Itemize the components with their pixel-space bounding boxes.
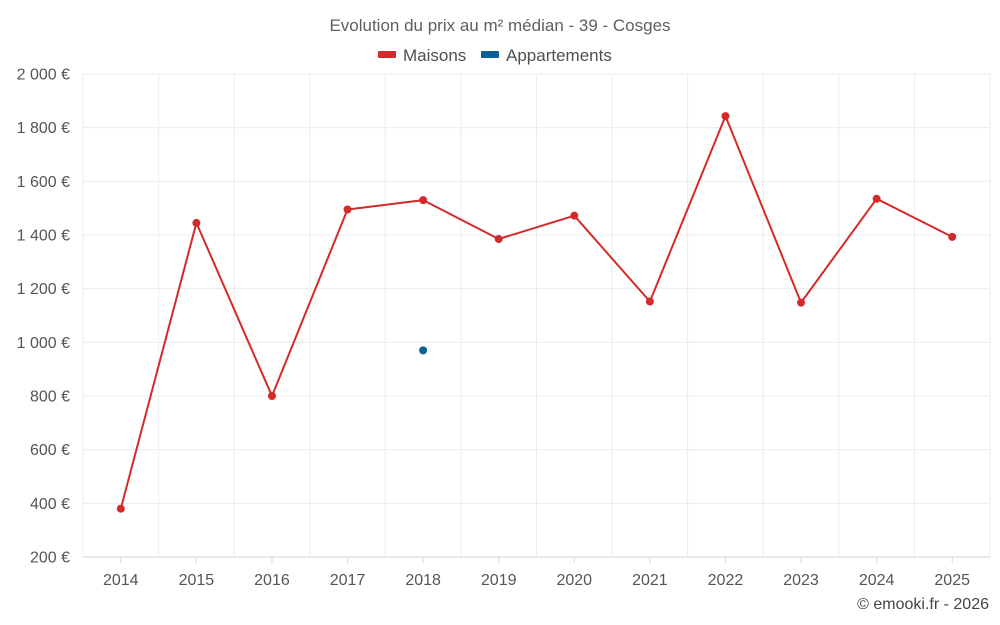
legend-label-maisons: Maisons (403, 46, 466, 65)
data-point-maisons-2021[interactable] (645, 297, 654, 306)
x-tick-label: 2015 (179, 572, 215, 589)
y-tick-label: 800 € (30, 389, 70, 406)
y-tick-label: 1 200 € (17, 281, 70, 298)
data-point-maisons-2022[interactable] (721, 112, 730, 121)
x-tick-label: 2018 (405, 572, 441, 589)
chart-title: Evolution du prix au m² médian - 39 - Co… (329, 16, 670, 35)
data-point-maisons-2016[interactable] (267, 392, 276, 400)
x-tick-label: 2020 (556, 572, 592, 589)
gridlines (82, 73, 991, 557)
credit-text: © emooki.fr - 2026 (857, 596, 989, 613)
y-tick-label: 2 000 € (17, 67, 70, 84)
data-point-maisons-2018[interactable] (419, 196, 428, 205)
data-point-maisons-2017[interactable] (343, 205, 352, 214)
x-tick-label: 2021 (632, 572, 668, 589)
legend-item-appartements[interactable]: Appartements (481, 46, 612, 65)
data-point-maisons-2014[interactable] (116, 504, 125, 513)
data-point-maisons-2019[interactable] (494, 235, 503, 244)
x-tick-label: 2025 (934, 572, 970, 589)
data-point-maisons-2025[interactable] (948, 232, 957, 241)
x-tick-label: 2014 (103, 572, 139, 589)
x-tick-label: 2017 (330, 572, 366, 589)
data-point-maisons-2023[interactable] (797, 298, 806, 307)
legend-swatch-maisons (378, 51, 396, 58)
axes: 200 € 400 € 600 € 800 € 1 000 € 1 200 € 1 400 … (17, 67, 990, 589)
x-tick-label: 2022 (708, 572, 744, 589)
y-tick-label: 1 400 € (17, 228, 70, 245)
x-tick-label: 2016 (254, 572, 290, 589)
data-point-maisons-2015[interactable] (192, 218, 201, 227)
series (116, 112, 957, 513)
legend-label-appartements: Appartements (506, 46, 612, 65)
x-tick-label: 2023 (783, 572, 819, 589)
y-tick-label: 400 € (30, 496, 70, 513)
x-tick-label: 2024 (859, 572, 895, 589)
y-tick-label: 600 € (30, 442, 70, 459)
y-tick-label: 1 800 € (17, 120, 70, 137)
y-tick-label: 1 600 € (17, 174, 70, 191)
legend: Maisons Appartements (378, 46, 612, 65)
series-line-maisons (119, 115, 953, 509)
data-point-maisons-2020[interactable] (570, 211, 579, 220)
y-tick-label: 200 € (30, 550, 70, 567)
legend-item-maisons[interactable]: Maisons (378, 46, 466, 65)
data-point-maisons-2024[interactable] (872, 194, 881, 203)
x-tick-label: 2019 (481, 572, 517, 589)
legend-swatch-appartements (481, 51, 499, 58)
data-point-appartements-2018[interactable] (419, 346, 428, 355)
y-tick-label: 1 000 € (17, 335, 70, 352)
